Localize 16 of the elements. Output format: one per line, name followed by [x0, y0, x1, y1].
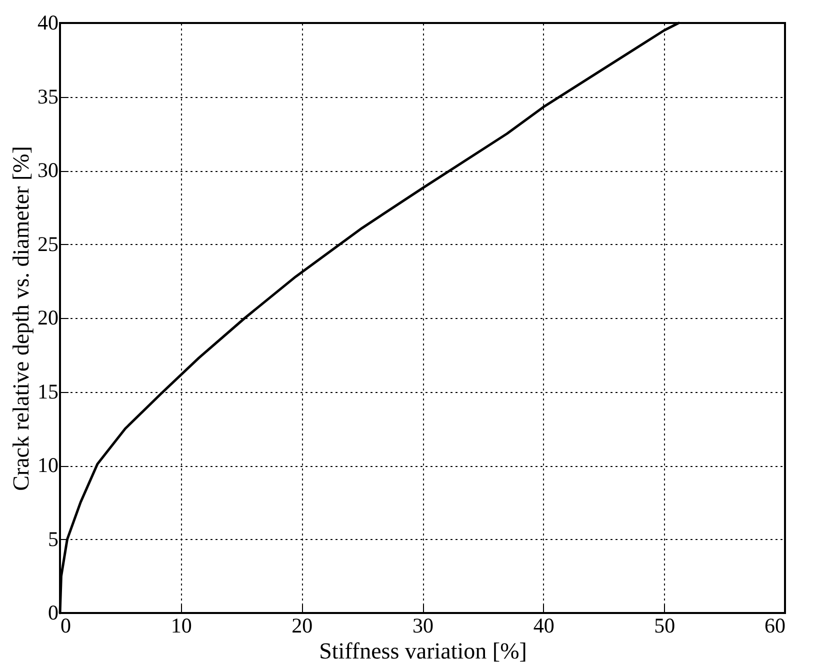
y-tick-label: 5 [48, 526, 58, 551]
x-tick-label: 40 [533, 614, 554, 638]
y-tick-label: 30 [38, 158, 58, 182]
y-tick-label: 25 [38, 232, 58, 256]
x-tick-label: 50 [654, 614, 676, 638]
x-tick-label: 60 [764, 614, 786, 638]
y-tick-label: 15 [38, 379, 58, 404]
x-tick-label: 20 [292, 614, 313, 638]
y-tick-label: 10 [38, 453, 58, 477]
x-axis-title: Stiffness variation [%] [319, 638, 527, 663]
x-tick-label: 30 [412, 614, 434, 638]
y-axis-title: Crack relative depth vs. diameter [%] [8, 146, 34, 491]
x-tick-label: 10 [170, 614, 192, 638]
y-tick-label: 40 [38, 10, 58, 34]
y-tick-label: 35 [38, 84, 58, 108]
y-tick-label: 20 [38, 306, 58, 330]
